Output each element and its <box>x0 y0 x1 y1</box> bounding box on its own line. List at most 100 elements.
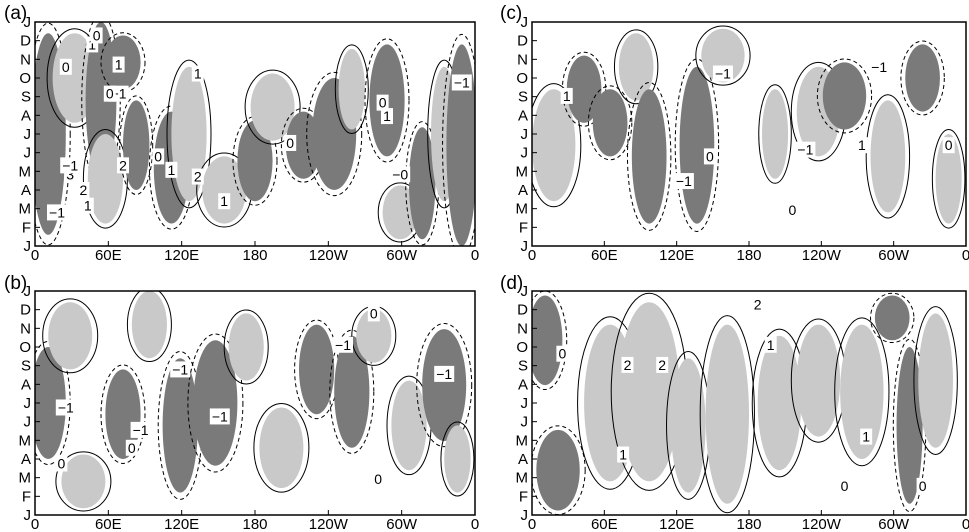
month-tick-label: J <box>24 126 32 143</box>
light-shade-region <box>228 313 264 381</box>
lon-tick-label: 0 <box>471 247 479 264</box>
contour-label: 0 <box>945 137 953 153</box>
positive-contour <box>913 306 958 456</box>
light-shade-region <box>918 313 953 448</box>
positive-contour <box>931 129 966 229</box>
lon-tick-label: 120E <box>659 516 694 532</box>
contour-label: 0 <box>374 471 382 487</box>
contour-label-bg <box>656 356 669 373</box>
positive-contour <box>334 44 369 135</box>
light-shade-region <box>757 335 802 471</box>
negative-contour <box>816 58 873 134</box>
contour-label-bg <box>712 65 733 82</box>
contour-label: 0 <box>93 27 101 43</box>
month-tick-label: F <box>519 219 528 236</box>
positive-contour <box>244 69 301 145</box>
light-shade-region <box>338 48 365 130</box>
month-tick-label: A <box>21 376 31 393</box>
dark-shade-region <box>536 429 580 511</box>
dark-shade-region <box>193 340 238 466</box>
lon-tick-label: 60W <box>386 247 418 264</box>
lon-tick-label: 60E <box>591 516 618 532</box>
month-tick-label: J <box>521 145 529 162</box>
positive-contour <box>223 309 269 385</box>
month-tick-label: F <box>22 488 31 505</box>
contour-label-bg <box>170 361 191 378</box>
lon-tick-label: 120E <box>164 516 199 532</box>
contour-label: 2 <box>80 182 88 198</box>
lon-tick-label: 120W <box>309 516 349 532</box>
shading-layer <box>35 291 475 515</box>
contour-label-bg <box>284 134 297 151</box>
contour-label-bg <box>55 399 76 416</box>
contour-label-bg <box>218 193 231 210</box>
month-tick-label: D <box>517 302 528 319</box>
contour-label: 0 <box>841 478 849 494</box>
contour-label: 2 <box>194 169 202 185</box>
light-shade-region <box>259 407 304 489</box>
dark-shade-region <box>285 111 321 179</box>
positive-contour <box>55 451 112 512</box>
lon-tick-label: 180 <box>242 247 267 264</box>
negative-contour <box>329 329 375 454</box>
contour-label: −1 <box>58 399 74 415</box>
light-shade-region <box>391 380 427 471</box>
lon-tick-label: 120W <box>802 516 842 532</box>
positive-contour <box>695 25 751 86</box>
shading-layer <box>532 291 966 515</box>
contour-label: 0 <box>154 148 162 164</box>
light-shade-region <box>444 425 471 493</box>
month-tick-label: A <box>21 182 31 199</box>
light-shade-region <box>532 89 576 202</box>
month-tick-label: S <box>21 89 31 106</box>
contour-label: 0 <box>919 478 927 494</box>
month-tick-label: J <box>521 414 529 431</box>
contour-label: 1 <box>383 108 391 124</box>
lon-tick-label: 0 <box>528 247 536 264</box>
lon-tick-label: 120W <box>802 247 842 264</box>
month-tick-label: A <box>518 376 528 393</box>
contour-label: −1 <box>49 204 65 220</box>
light-shade-region <box>131 291 167 359</box>
lon-tick-label: 60E <box>591 247 618 264</box>
light-shade-region <box>701 28 745 83</box>
positive-contour <box>126 291 172 363</box>
positive-contour <box>613 29 659 105</box>
contour-label: 0 <box>789 202 797 218</box>
contour-label-bg <box>59 58 72 75</box>
month-tick-label: M <box>19 163 32 180</box>
month-tick-label: J <box>24 145 32 162</box>
light-shade-region <box>796 324 841 437</box>
contour-label: −1 <box>133 422 149 438</box>
contour-label-bg <box>130 421 151 438</box>
positive-contour <box>440 421 475 497</box>
contour-label-bg <box>117 157 129 174</box>
contour-label: 0 <box>286 135 294 151</box>
contour-label: 3 <box>66 166 74 182</box>
contour-label-bg <box>795 141 816 158</box>
dark-shade-region <box>446 44 475 246</box>
light-shade-region <box>762 89 789 179</box>
month-tick-label: N <box>517 320 528 337</box>
contour-label-bg <box>869 58 890 75</box>
lon-tick-label: 60E <box>95 247 122 264</box>
month-tick-label: S <box>21 358 31 375</box>
contour-label: 0 <box>58 455 66 471</box>
contour-label: 0 <box>62 59 70 75</box>
dark-shade-region <box>35 347 66 459</box>
lon-tick-label: 120W <box>309 247 349 264</box>
light-shade-region <box>935 134 962 224</box>
contour-label-bg <box>621 356 634 373</box>
month-tick-label: S <box>518 89 528 106</box>
contour-label-bg <box>55 455 68 472</box>
negative-contour <box>870 292 915 344</box>
contour-label: 2 <box>658 357 666 373</box>
dark-shade-region <box>422 329 467 442</box>
shading-layer <box>532 22 966 246</box>
contour-label: 0 <box>370 305 378 321</box>
contour-label-bg <box>860 428 873 445</box>
contour-label: 1 <box>84 198 92 214</box>
contour-label: 1 <box>563 88 571 104</box>
lon-tick-label: 0 <box>962 247 969 264</box>
